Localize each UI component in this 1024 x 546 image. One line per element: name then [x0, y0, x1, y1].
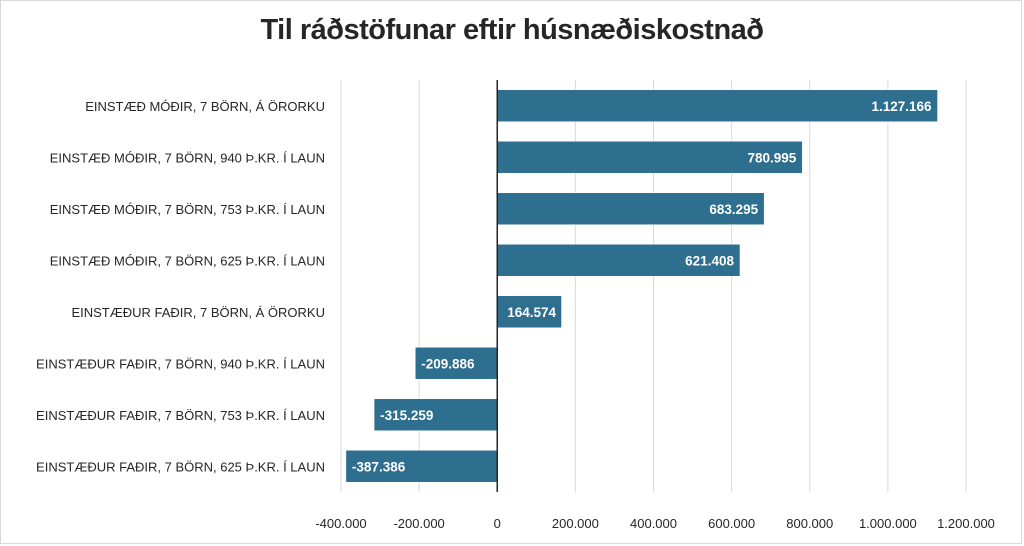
bar [415, 347, 498, 380]
data-label: -209.886 [421, 356, 475, 371]
bar [497, 192, 765, 225]
data-labels: 1.127.166 780.995 683.295 621.408 164.574 -20… [352, 99, 932, 475]
gridlines [340, 80, 967, 492]
category-label: EINSTÆÐ MÓÐIR, 7 BÖRN, 625 Þ.KR. Í LAUN [50, 253, 325, 268]
x-tick-label: -400.000 [315, 516, 366, 531]
chart-title: Til ráðstöfunar eftir húsnæðiskostnað [260, 14, 764, 46]
bar [345, 450, 498, 483]
data-label: 621.408 [685, 253, 734, 268]
category-label: EINSTÆÐ MÓÐIR, 7 BÖRN, 940 Þ.KR. Í LAUN [50, 150, 325, 165]
data-label: 164.574 [507, 305, 556, 320]
category-label: EINSTÆÐUR FAÐIR, 7 BÖRN, 940 Þ.KR. Í LAU… [36, 356, 325, 371]
category-label: EINSTÆÐ MÓÐIR, 7 BÖRN, 753 Þ.KR. Í LAUN [50, 202, 325, 217]
category-label: EINSTÆÐUR FAÐIR, 7 BÖRN, 625 Þ.KR. Í LAU… [36, 459, 325, 474]
category-label: EINSTÆÐUR FAÐIR, 7 BÖRN, Á ÖRORKU [71, 305, 325, 320]
data-label: -315.259 [380, 408, 433, 423]
category-label: EINSTÆÐ MÓÐIR, 7 BÖRN, Á ÖRORKU [85, 99, 325, 114]
bar [497, 89, 938, 122]
x-tick-label: 800.000 [786, 516, 833, 531]
x-tick-label: 600.000 [708, 516, 755, 531]
data-label: 683.295 [709, 202, 758, 217]
x-tick-label: 1.200.000 [937, 516, 995, 531]
x-tick-label: -200.000 [393, 516, 444, 531]
data-label: -387.386 [352, 459, 406, 474]
x-tick-labels: -400.000 -200.000 0 200.000 400.000 600.000 80… [315, 516, 995, 531]
x-tick-label: 0 [494, 516, 501, 531]
bar [497, 295, 562, 328]
data-label: 780.995 [748, 150, 797, 165]
bars [345, 89, 938, 483]
x-tick-label: 1.000.000 [859, 516, 917, 531]
x-tick-label: 200.000 [552, 516, 599, 531]
bar [497, 244, 741, 277]
data-label: 1.127.166 [871, 99, 932, 114]
category-label: EINSTÆÐUR FAÐIR, 7 BÖRN, 753 Þ.KR. Í LAU… [36, 408, 325, 423]
x-tick-label: 400.000 [630, 516, 677, 531]
category-labels: EINSTÆÐ MÓÐIR, 7 BÖRN, Á ÖRORKU EINSTÆÐ M… [36, 99, 325, 475]
